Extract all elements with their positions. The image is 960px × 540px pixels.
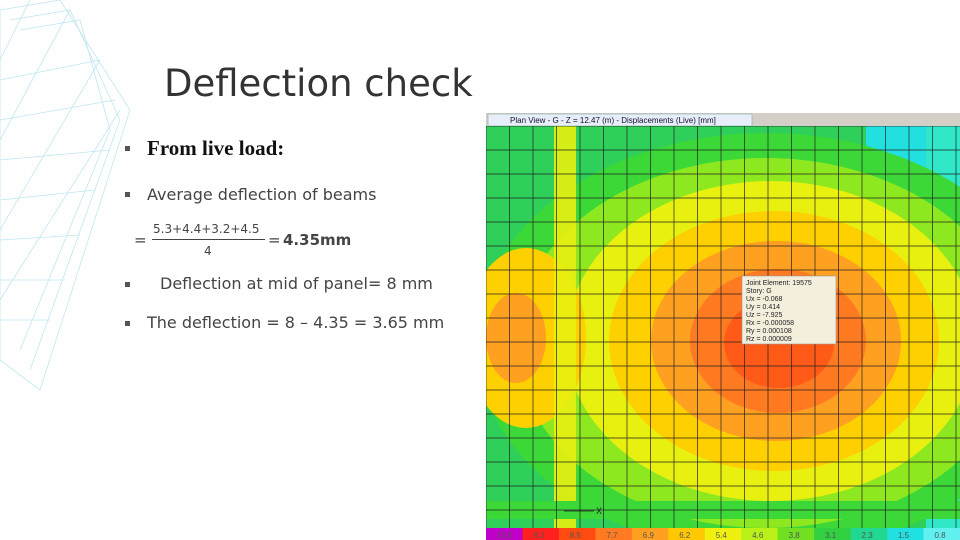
legend-swatch	[522, 528, 560, 540]
legend-swatch	[704, 528, 742, 540]
tooltip-line: Uz = -7.925	[746, 312, 782, 319]
bullet-text: Average deflection of beams	[147, 185, 377, 204]
legend-label: 6.2	[679, 531, 691, 540]
legend-label: 2.3	[862, 531, 874, 540]
legend-swatch	[887, 528, 925, 540]
screenshot: Plan View - G - Z = 12.47 (m) - Displace…	[486, 113, 960, 540]
fraction-line	[152, 239, 265, 240]
legend-label: 7.7	[606, 531, 618, 540]
legend-label: 10.0	[497, 531, 513, 540]
tooltip-line: Rx = -0.000058	[746, 320, 794, 327]
legend-swatch	[814, 528, 852, 540]
tooltip	[741, 275, 837, 345]
legend-label: 6.9	[643, 531, 655, 540]
legend-swatch	[558, 528, 596, 540]
tooltip-line: Joint Element: 19575	[746, 280, 812, 287]
contour-plot	[486, 126, 960, 528]
legend-label: 0.8	[934, 531, 946, 540]
tooltip-line: Uy = 0.414	[746, 304, 780, 311]
formula-result-equals: =	[268, 231, 281, 249]
legend-label: 3.8	[789, 531, 801, 540]
tooltip-line: Rz = 0.000009	[746, 336, 792, 343]
heading: From live load:	[147, 136, 285, 160]
legend-label: 9.2	[533, 531, 545, 540]
legend-label: 8.5	[570, 531, 582, 540]
legend-swatch	[631, 528, 669, 540]
legend-swatch	[850, 528, 888, 540]
tab-title: Plan View - G - Z = 12.47 (m) - Displace…	[510, 116, 716, 125]
formula-denominator: 4	[204, 244, 212, 258]
legend-swatch	[923, 528, 960, 540]
formula-equals: =	[134, 231, 147, 249]
wireframe-decoration	[0, 0, 131, 391]
legend-swatch	[777, 528, 815, 540]
bullet-text: The deflection = 8 – 4.35 = 3.65 mm	[147, 313, 445, 332]
legend-swatch	[741, 528, 779, 540]
legend-label: 5.4	[716, 531, 728, 540]
formula-numerator: 5.3+4.4+3.2+4.5	[153, 222, 260, 236]
tooltip-line: Story: G	[746, 288, 772, 295]
legend-label: 1.5	[898, 531, 910, 540]
bullet-marker	[125, 321, 130, 326]
axis-label: X	[596, 506, 602, 516]
tooltip-line: Ux = -0.068	[746, 296, 782, 303]
title: Deflection check	[164, 62, 473, 105]
bullet-marker	[125, 146, 130, 151]
tooltip-line: Ry = 0.000108	[746, 328, 792, 335]
bullet-marker	[125, 282, 130, 287]
legend-swatch	[486, 528, 523, 540]
legend-label: 3.1	[825, 531, 837, 540]
legend-swatch	[595, 528, 633, 540]
bullet-text: Deflection at mid of panel= 8 mm	[160, 274, 433, 293]
legend-swatch	[668, 528, 706, 540]
legend-label: 4.6	[752, 531, 764, 540]
bullet-marker	[125, 192, 130, 197]
formula-result: 4.35mm	[283, 231, 352, 249]
